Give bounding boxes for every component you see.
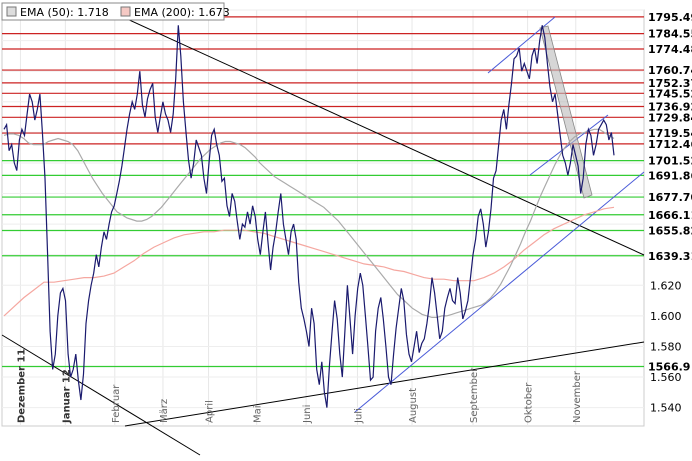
- level-label-0: 1795.49: [648, 11, 692, 24]
- level-label-bg-0: [646, 10, 690, 23]
- trendline-down-lower: [1, 334, 201, 456]
- level-label-bg-6: [646, 100, 690, 113]
- level-label-8: 1719.54: [648, 127, 692, 140]
- month-label-4: April: [205, 400, 216, 423]
- level-label-bg-7: [646, 111, 690, 124]
- y-tick-label-0: 1.540: [650, 402, 682, 415]
- trendlines: [1, 16, 645, 456]
- level-label-13: 1666.11: [648, 209, 692, 222]
- level-label-4: 1752.37: [648, 77, 692, 90]
- x-axis: Dezember 11 Januar 12 Februar März April Mai J…: [16, 349, 582, 424]
- level-label-bg-13: [646, 208, 690, 221]
- level-label-bg-3: [646, 64, 690, 77]
- month-label-10: Oktober: [524, 382, 535, 423]
- trendline-down-main: [124, 17, 645, 256]
- trendline-blue-mid: [529, 114, 609, 176]
- month-label-3: März: [159, 399, 170, 423]
- level-label-bg-2: [646, 43, 690, 56]
- grid: [1, 9, 645, 427]
- level-label-11: 1691.86: [648, 169, 692, 182]
- level-label-bg-9: [646, 137, 690, 150]
- trendline-up-lower: [124, 341, 645, 427]
- level-label-14: 1655.82: [648, 225, 692, 238]
- level-label-bg-15: [646, 249, 690, 262]
- level-label-9: 1712.46: [648, 138, 692, 151]
- month-label-7: Juli: [353, 408, 364, 424]
- y-tick-label-4: 1.620: [650, 279, 682, 292]
- level-label-15: 1639.31: [648, 250, 692, 263]
- month-label-2: Februar: [111, 384, 122, 423]
- legend-box: [1, 2, 225, 21]
- level-label-7: 1729.84: [648, 111, 692, 124]
- level-label-bg-16: [646, 360, 690, 373]
- month-label-11: November: [572, 370, 583, 423]
- level-label-3: 1760.74: [648, 64, 692, 77]
- level-label-bg-14: [646, 224, 690, 237]
- month-label-6: Juni: [302, 405, 313, 424]
- level-label-bg-12: [646, 191, 690, 204]
- level-label-bg-11: [646, 169, 690, 182]
- price-line: [3, 25, 615, 408]
- trendline-blue-support: [354, 171, 645, 413]
- month-label-1: Januar 12: [61, 369, 72, 424]
- trendline-blue-top: [487, 16, 556, 74]
- month-label-8: August: [408, 388, 419, 423]
- y-tick-label-3: 1.600: [650, 310, 682, 323]
- level-label-12: 1677.70: [648, 191, 692, 204]
- level-label-1: 1784.55: [648, 28, 692, 41]
- legend-swatch-ema200: [120, 6, 131, 17]
- month-label-0: Dezember 11: [16, 349, 27, 423]
- level-label-bg-5: [646, 87, 690, 100]
- month-label-9: September: [469, 367, 480, 423]
- legend-swatch-ema50: [6, 6, 17, 17]
- y-tick-label-1: 1.560: [650, 371, 682, 384]
- level-label-bg-4: [646, 76, 690, 89]
- price-line-group: [3, 25, 615, 408]
- legend: EMA (50): 1.718 EMA (200): 1.673: [1, 2, 230, 21]
- level-label-5: 1745.52: [648, 87, 692, 100]
- legend-ema200: EMA (200): 1.673: [134, 6, 230, 19]
- month-label-5: Mai: [253, 405, 264, 423]
- y-tick-label-2: 1.580: [650, 340, 682, 353]
- legend-ema50: EMA (50): 1.718: [20, 6, 109, 19]
- ema50-line: [3, 128, 615, 318]
- level-label-bg-8: [646, 127, 690, 140]
- level-label-16: 1566.9: [648, 361, 690, 374]
- level-label-2: 1774.48: [648, 43, 692, 56]
- level-label-bg-1: [646, 27, 690, 40]
- level-label-bg-10: [646, 154, 690, 167]
- level-label-6: 1736.92: [648, 100, 692, 113]
- level-label-10: 1701.52: [648, 155, 692, 168]
- ema50-line-group: [3, 128, 615, 318]
- y-axis: 1795.49 1784.55 1774.48 1760.741752.371745.…: [646, 10, 692, 415]
